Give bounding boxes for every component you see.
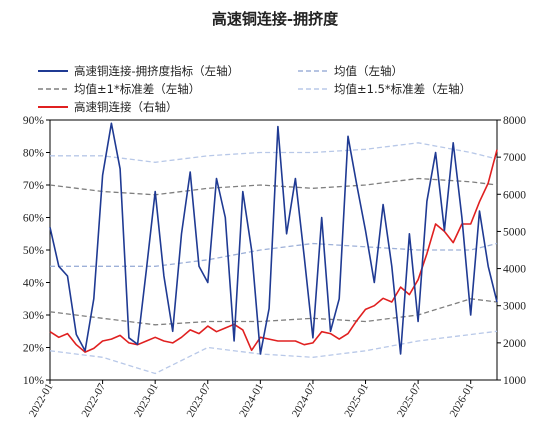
y-right-tick-label: 1000 (503, 375, 526, 387)
y-right-tick-label: 2000 (503, 338, 526, 350)
x-tick-label: 2024-01 (237, 382, 266, 420)
plot-area (49, 122, 498, 375)
x-tick-label: 2025-07 (395, 381, 424, 419)
legend-label-price: 高速铜连接（右轴） (74, 100, 178, 114)
x-tick-label: 2023-01 (132, 382, 161, 420)
y-left-tick-label: 60% (23, 213, 45, 225)
y-left-tick-label: 90% (23, 115, 45, 127)
legend-item-mean: 均值（左轴） (298, 64, 403, 78)
legend-item-std1: 均值±1*标准差（左轴） (38, 82, 200, 96)
y-left-tick-label: 30% (23, 310, 45, 322)
y-right-tick-label: 5000 (503, 226, 526, 238)
series-3-lower-line (49, 330, 498, 375)
legend: 高速铜连接-拥挤度指标（左轴） 均值（左轴） 均值±1*标准差（左轴） 均值±1… (38, 64, 471, 114)
x-tick-label: 2024-07 (290, 381, 319, 419)
y-left-tick-label: 50% (23, 245, 45, 257)
legend-item-std15: 均值±1.5*标准差（左轴） (298, 82, 471, 96)
legend-label-mean: 均值（左轴） (334, 64, 403, 78)
series-index-line (49, 122, 498, 355)
y-right-tick-label: 4000 (503, 264, 526, 276)
y-right-tick-label: 8000 (503, 115, 526, 127)
series-2-upper-line (49, 177, 498, 196)
x-tick-label: 2022-01 (27, 382, 56, 420)
y-right-tick-label: 6000 (503, 189, 526, 201)
y-right-tick-label: 3000 (503, 301, 526, 313)
series-mean-line (50, 242, 498, 267)
x-tick-label: 2022-07 (79, 381, 108, 419)
legend-label-index: 高速铜连接-拥挤度指标（左轴） (74, 64, 239, 78)
legend-item-index: 高速铜连接-拥挤度指标（左轴） (38, 64, 239, 78)
series-2-lower-line (49, 298, 498, 326)
y-left-tick-label: 80% (23, 148, 45, 160)
legend-item-price: 高速铜连接（右轴） (38, 100, 178, 114)
y-left-tick-label: 10% (23, 375, 45, 387)
legend-label-std15: 均值±1.5*标准差（左轴） (334, 82, 471, 96)
x-tick-label: 2026-01 (448, 382, 477, 420)
series-3-upper-line (50, 142, 498, 163)
x-tick-label: 2025-01 (342, 382, 371, 420)
y-left-tick-label: 40% (23, 278, 45, 290)
x-tick-label: 2023-07 (185, 381, 214, 419)
plot-frame (49, 119, 498, 381)
y-right-tick-label: 7000 (503, 152, 526, 164)
y-left-tick-label: 20% (23, 343, 45, 355)
y-left-tick-label: 70% (23, 180, 45, 192)
legend-label-std1: 均值±1*标准差（左轴） (74, 82, 200, 96)
chart-title: 高速铜连接-拥挤度 (212, 10, 339, 28)
